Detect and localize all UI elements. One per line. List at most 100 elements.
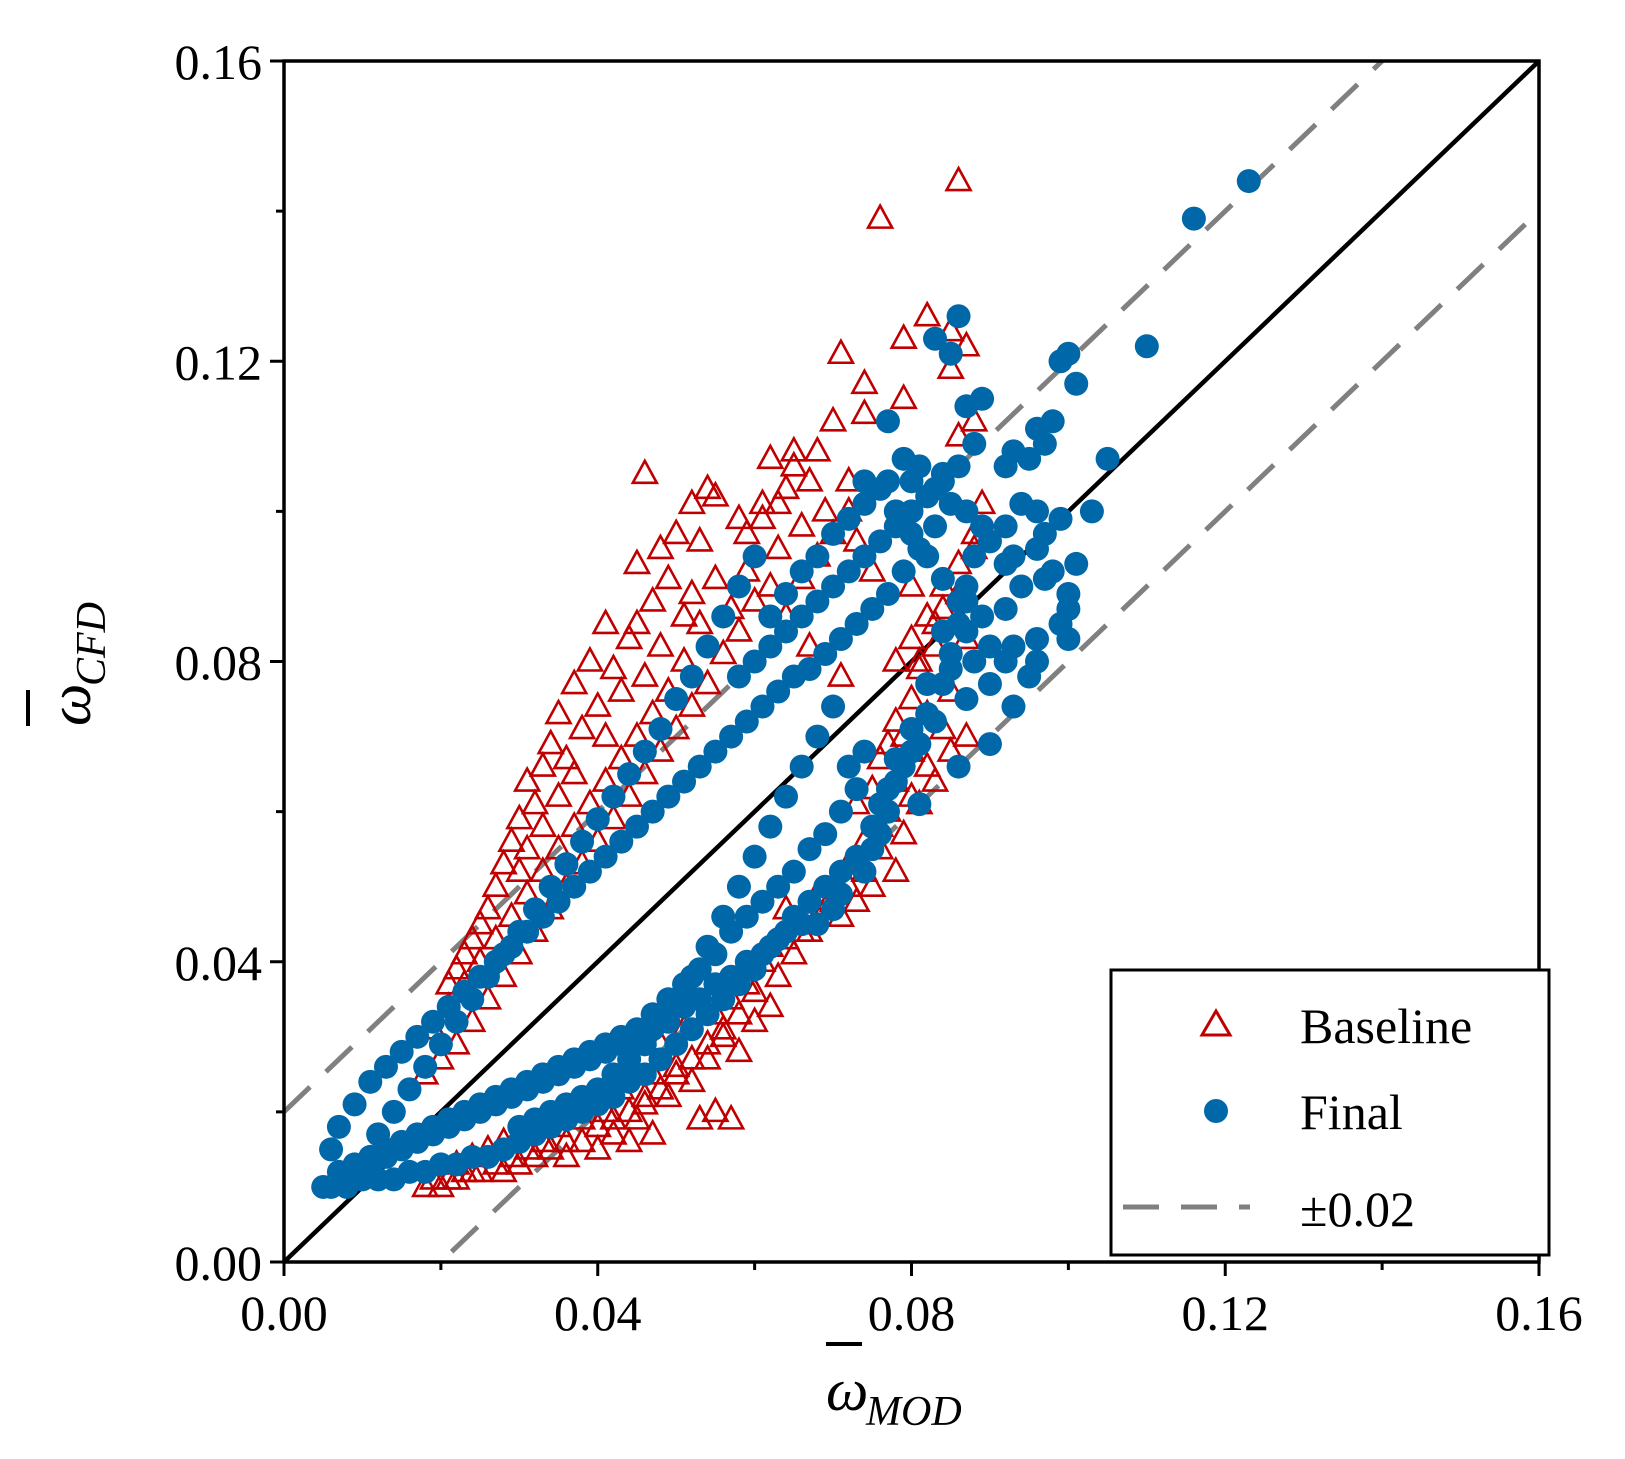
final-point [836,559,861,584]
final-point [750,694,775,719]
final-point [766,927,791,952]
final-point [813,874,838,899]
baseline-point [716,1103,746,1130]
final-point [679,1017,704,1042]
baseline-point [701,480,730,507]
baseline-point [701,1096,730,1123]
baseline-point [442,953,471,980]
baseline-point [607,675,636,702]
final-point [915,544,940,569]
final-point [774,784,798,809]
baseline-point [638,1118,667,1145]
baseline-point [512,833,542,860]
legend-band-label: ±0.02 [1300,1181,1415,1237]
final-point [938,491,963,516]
final-point [923,514,948,539]
final-point [891,754,916,779]
baseline-point [528,750,558,777]
final-point [585,807,610,832]
baseline-point [803,435,832,462]
baseline-point [850,368,879,395]
baseline-point [630,1088,660,1115]
final-point [758,814,783,839]
final-point [742,844,767,869]
final-point [946,589,971,614]
legend: Baseline Final ±0.02 [1109,968,1551,1257]
final-point [923,326,948,351]
final-point [562,874,587,899]
baseline-point [520,788,550,815]
baseline-point [583,1133,612,1160]
baseline-point [599,1118,628,1145]
baseline-point [912,300,942,327]
baseline-point [881,855,911,882]
final-point [648,717,673,742]
baseline-point [465,908,495,935]
final-point [781,859,806,884]
baseline-point [967,488,997,515]
baseline-point [724,503,754,530]
final-point [373,1054,398,1079]
final-point [742,544,767,569]
final-point [726,874,751,899]
x-tick-label: 0.04 [554,1285,642,1341]
baseline-point [512,765,542,792]
baseline-point [661,1058,691,1085]
baseline-point [889,323,918,350]
y-axis-label-subscript: CFD [69,602,115,686]
baseline-point [858,555,887,582]
baseline-point [677,578,707,605]
baseline-point [614,1126,644,1153]
final-point [930,566,955,591]
final-point [703,739,728,764]
baseline-point [912,600,942,627]
baseline-point [897,683,926,710]
final-point [672,769,697,794]
final-point [907,792,932,817]
final-point [672,972,697,997]
baseline-point [654,563,683,590]
final-point [946,454,971,479]
baseline-point [661,518,691,545]
final-point [750,889,775,914]
baseline-point [724,615,754,642]
final-point [962,544,987,569]
final-point [836,506,861,531]
final-point [1056,626,1081,651]
final-point [977,672,1002,697]
final-point [852,544,877,569]
final-point [805,724,830,749]
final-point [687,754,712,779]
final-point [1064,551,1089,576]
baseline-point [544,698,573,725]
x-axis-label: ω MOD [826,1342,962,1435]
final-point [577,859,602,884]
final-point [570,829,595,854]
final-point [617,1047,642,1072]
final-point [797,837,822,862]
final-point [1025,626,1049,651]
final-point [899,469,924,494]
baseline-point [787,510,816,537]
baseline-point [630,1081,660,1108]
final-point [852,491,877,516]
baseline-point [709,1021,738,1048]
baseline-point [575,645,605,672]
final-point [719,724,744,749]
final-point [821,694,846,719]
baseline-point [544,780,573,807]
final-point [523,897,547,922]
baseline-point [952,720,981,747]
final-point [491,942,516,967]
y-tick-label: 0.16 [175,34,263,90]
final-point [970,514,995,539]
baseline-point [905,645,934,672]
final-point [789,604,814,629]
y-tick-label: 0.08 [175,635,263,691]
baseline-point [944,420,973,447]
final-point [758,634,783,659]
baseline-point [881,645,911,672]
final-point [789,559,814,584]
final-point [1236,169,1261,194]
final-point [813,822,838,847]
